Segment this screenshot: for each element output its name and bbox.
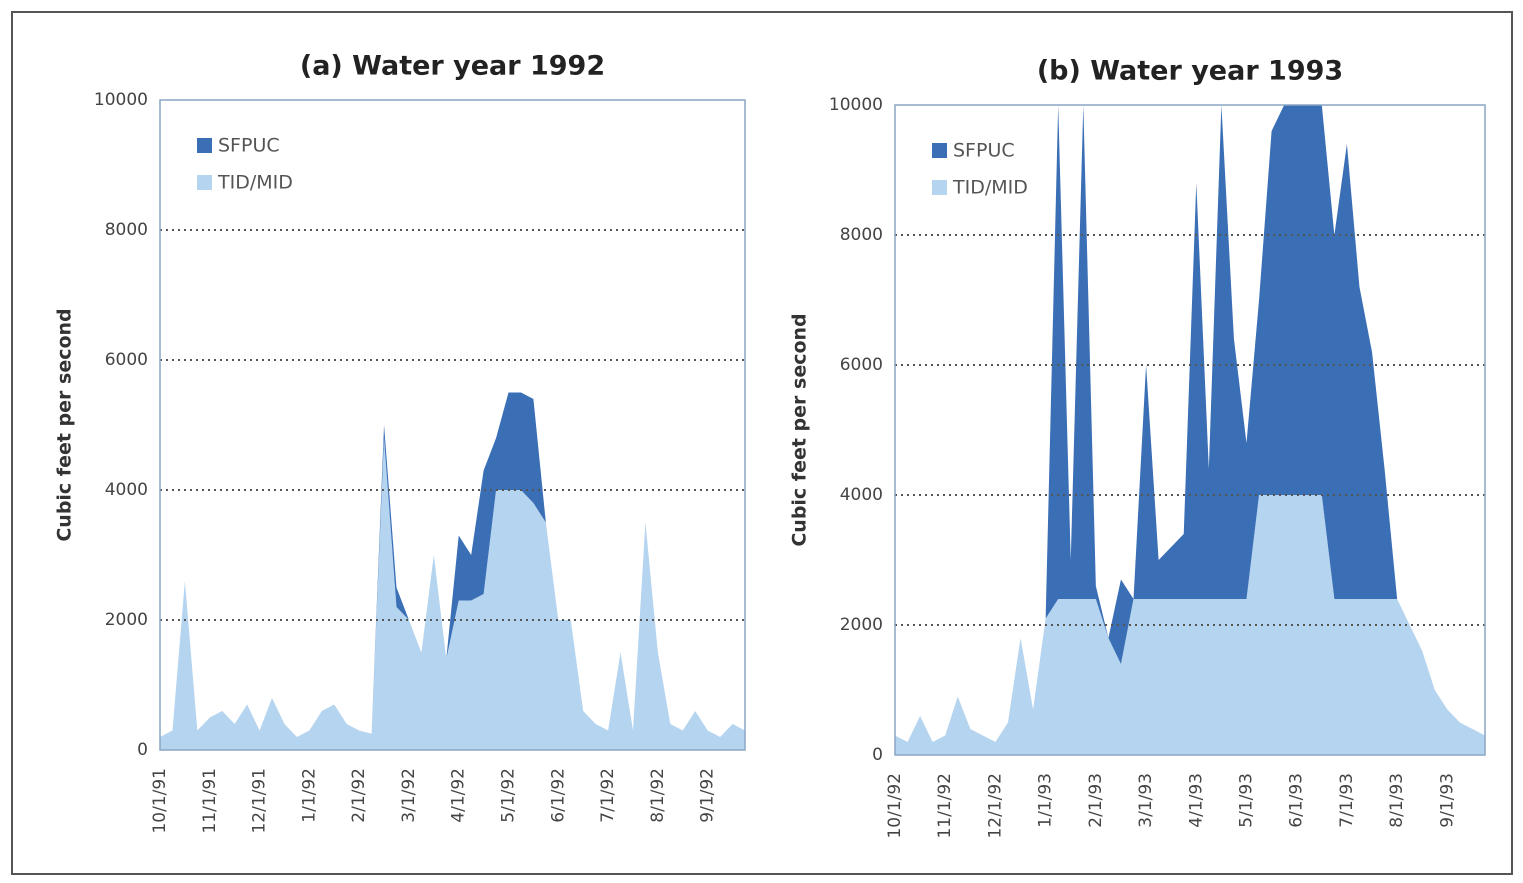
x-tick-label: 2/1/92	[349, 768, 369, 823]
x-tick-label: 10/1/92	[885, 773, 905, 839]
area	[160, 438, 745, 750]
y-tick-label: 2000	[840, 615, 883, 635]
legend-swatch	[197, 138, 212, 153]
x-tick-label: 12/1/91	[250, 768, 270, 834]
y-tick-label: 10000	[829, 95, 883, 115]
legend-swatch	[932, 143, 947, 158]
x-tick-label: 8/1/92	[648, 768, 668, 823]
x-tick-label: 6/1/92	[548, 768, 568, 823]
y-tick-label: 2000	[105, 610, 148, 630]
plot-border	[894, 104, 1486, 756]
x-tick-label: 5/1/92	[499, 768, 519, 823]
x-tick-label: 3/1/93	[1136, 773, 1156, 828]
x-tick-label: 10/1/91	[150, 768, 170, 834]
plot-border	[159, 99, 746, 751]
x-tick-label: 4/1/92	[449, 768, 469, 823]
x-tick-label: 7/1/92	[598, 768, 618, 823]
y-tick-label: 8000	[840, 225, 883, 245]
y-tick-label: 10000	[94, 90, 148, 110]
x-tick-label: 6/1/93	[1287, 773, 1307, 828]
x-tick-label: 4/1/93	[1186, 773, 1206, 828]
legend-swatch	[197, 175, 212, 190]
y-tick-label: 4000	[105, 480, 148, 500]
x-tick-label: 3/1/92	[399, 768, 419, 823]
x-tick-label: 8/1/93	[1387, 773, 1407, 828]
x-tick-label: 9/1/92	[698, 768, 718, 823]
x-tick-label: 7/1/93	[1337, 773, 1357, 828]
y-tick-label: 6000	[105, 350, 148, 370]
y-tick-label: 4000	[840, 485, 883, 505]
x-tick-label: 1/1/92	[299, 768, 319, 823]
x-tick-label: 9/1/93	[1437, 773, 1457, 828]
y-tick-label: 6000	[840, 355, 883, 375]
x-tick-label: 11/1/92	[935, 773, 955, 839]
legend-label: SFPUC	[218, 135, 280, 157]
x-tick-label: 11/1/91	[200, 768, 220, 834]
area	[895, 105, 1485, 742]
y-tick-label: 0	[137, 740, 148, 760]
y-axis-label: Cubic feet per second	[54, 308, 76, 541]
x-tick-label: 2/1/93	[1086, 773, 1106, 828]
legend-label: TID/MID	[952, 177, 1028, 199]
y-axis-label: Cubic feet per second	[789, 313, 811, 546]
x-tick-label: 12/1/92	[985, 773, 1005, 839]
x-tick-label: 1/1/93	[1036, 773, 1056, 828]
legend-label: TID/MID	[217, 172, 293, 194]
chart-title: (b) Water year 1993	[1037, 56, 1343, 87]
legend-swatch	[932, 180, 947, 195]
y-tick-label: 0	[872, 745, 883, 765]
y-tick-label: 8000	[105, 220, 148, 240]
x-tick-label: 5/1/93	[1236, 773, 1256, 828]
legend-label: SFPUC	[953, 140, 1015, 162]
chart-title: (a) Water year 1992	[300, 51, 605, 82]
frame	[11, 11, 1513, 875]
